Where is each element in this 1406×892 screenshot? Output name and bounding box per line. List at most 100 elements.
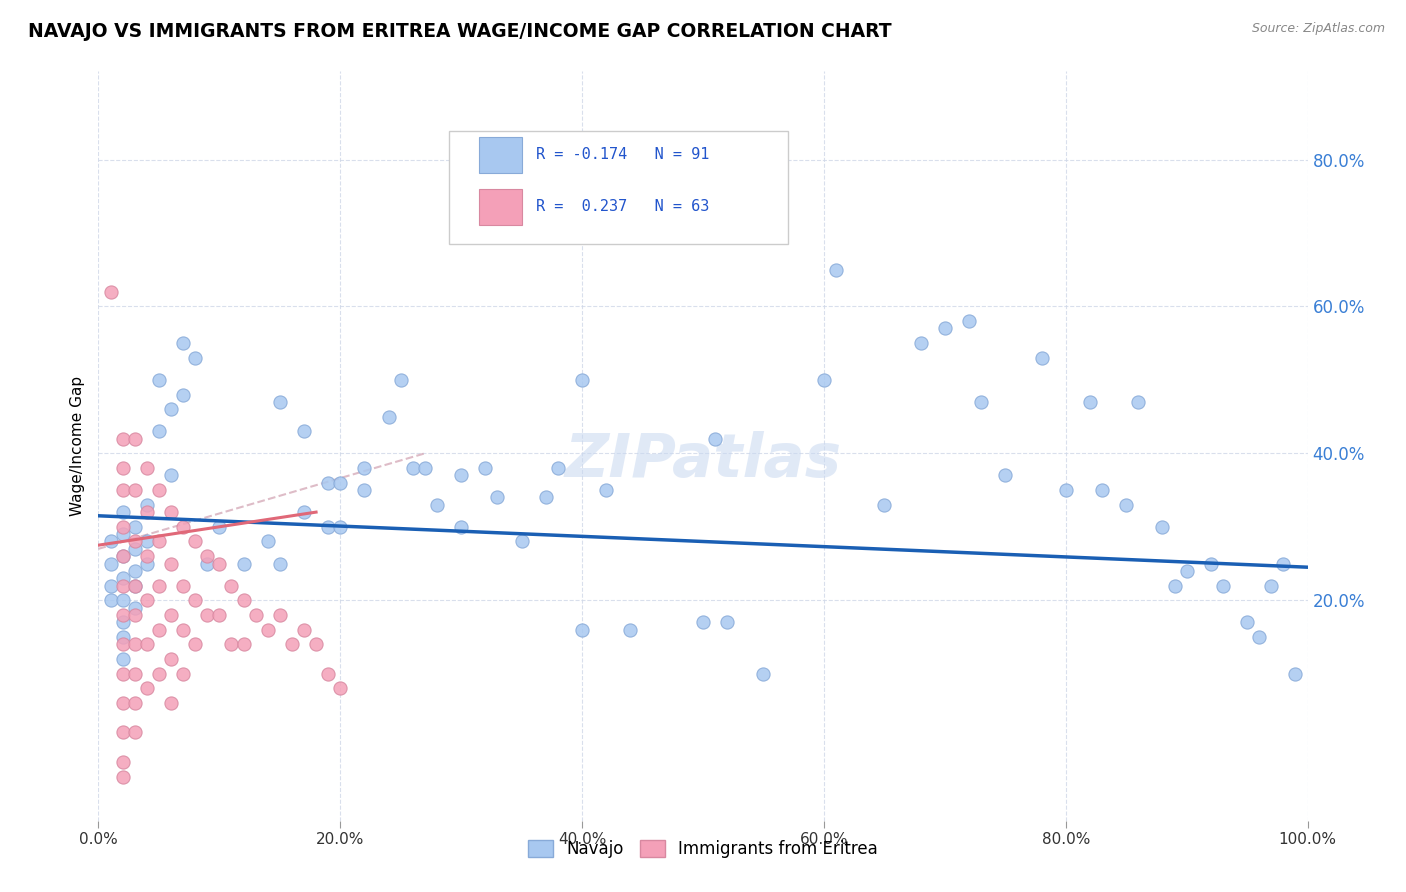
Point (208, 607, 231, 622)
FancyBboxPatch shape (449, 131, 787, 244)
Point (172, 578, 194, 592)
Point (221, 578, 243, 592)
Point (402, 461, 425, 475)
Point (124, 541, 146, 556)
Point (148, 623, 170, 637)
Point (184, 534, 207, 549)
Point (692, 615, 714, 630)
Point (100, 578, 122, 592)
Point (160, 505, 183, 519)
Point (195, 549, 218, 564)
Point (413, 461, 436, 475)
Point (245, 607, 267, 622)
Point (124, 666, 146, 681)
Point (534, 491, 557, 505)
Point (111, 571, 134, 585)
Point (1236, 615, 1258, 630)
Point (111, 630, 134, 644)
Point (232, 593, 254, 607)
Point (474, 461, 496, 475)
Point (135, 681, 157, 696)
Point (135, 557, 157, 571)
Point (571, 623, 593, 637)
Point (148, 666, 170, 681)
Point (172, 336, 194, 351)
Point (450, 520, 472, 534)
Bar (479, 189, 522, 225)
Point (269, 395, 291, 409)
Point (135, 637, 157, 651)
Point (571, 373, 593, 387)
Point (256, 534, 278, 549)
Point (172, 666, 194, 681)
Point (305, 637, 328, 651)
Point (957, 314, 980, 328)
Point (486, 491, 509, 505)
Point (124, 564, 146, 578)
Point (910, 336, 932, 351)
Point (172, 520, 194, 534)
Point (100, 593, 122, 607)
Point (135, 498, 157, 512)
Point (208, 557, 231, 571)
Point (111, 607, 134, 622)
Point (111, 520, 134, 534)
Text: ZIPatlas: ZIPatlas (564, 432, 842, 491)
Point (111, 505, 134, 519)
Point (752, 666, 775, 681)
Point (172, 623, 194, 637)
Point (716, 615, 738, 630)
Point (111, 755, 134, 769)
Point (148, 425, 170, 439)
Point (353, 461, 375, 475)
Point (281, 637, 304, 651)
Point (994, 468, 1017, 483)
Point (124, 600, 146, 615)
Text: NAVAJO VS IMMIGRANTS FROM ERITREA WAGE/INCOME GAP CORRELATION CHART: NAVAJO VS IMMIGRANTS FROM ERITREA WAGE/I… (28, 22, 891, 41)
Legend: Navajo, Immigrants from Eritrea: Navajo, Immigrants from Eritrea (522, 833, 884, 864)
Point (100, 285, 122, 299)
Point (389, 373, 412, 387)
Point (135, 461, 157, 475)
Point (111, 432, 134, 446)
Point (316, 475, 339, 490)
Point (825, 262, 848, 277)
Point (111, 593, 134, 607)
Point (160, 557, 183, 571)
Point (1091, 483, 1114, 497)
Point (232, 637, 254, 651)
Point (124, 725, 146, 739)
Point (619, 623, 641, 637)
Point (160, 607, 183, 622)
Point (160, 652, 183, 666)
Point (135, 534, 157, 549)
Point (316, 666, 339, 681)
Point (135, 549, 157, 564)
Point (184, 351, 207, 365)
Point (1078, 395, 1101, 409)
Point (329, 681, 352, 696)
Point (873, 498, 896, 512)
Point (292, 623, 315, 637)
Point (329, 475, 352, 490)
Point (377, 409, 399, 424)
Point (1175, 564, 1198, 578)
Point (813, 373, 835, 387)
Point (160, 468, 183, 483)
Point (1272, 557, 1295, 571)
Point (195, 557, 218, 571)
Point (148, 483, 170, 497)
Point (1115, 498, 1137, 512)
Point (450, 468, 472, 483)
Point (100, 557, 122, 571)
Point (232, 557, 254, 571)
Point (124, 432, 146, 446)
Point (704, 432, 727, 446)
Point (124, 696, 146, 710)
Point (292, 425, 315, 439)
Point (1199, 557, 1222, 571)
Point (426, 498, 449, 512)
Point (111, 615, 134, 630)
Point (111, 483, 134, 497)
Point (595, 483, 617, 497)
